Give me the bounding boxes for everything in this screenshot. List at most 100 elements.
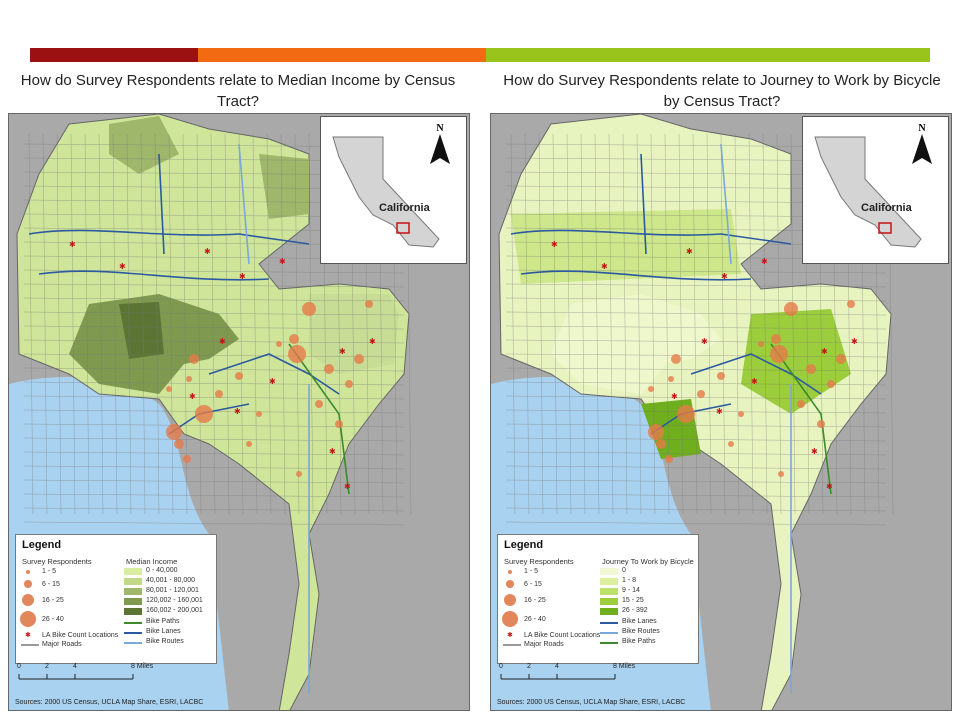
- legend-bike-count-marker: ✱: [507, 632, 513, 639]
- survey-respondent-circle: [289, 334, 299, 344]
- legend-line-swatch: [124, 642, 142, 644]
- legend-line-swatch: [124, 622, 142, 624]
- left-map-title: How do Survey Respondents relate to Medi…: [20, 72, 456, 110]
- scale-tick: 0: [17, 663, 21, 670]
- legend-value-swatch: [600, 568, 618, 575]
- survey-respondent-circle: [345, 380, 353, 388]
- scale-tick: 8 Miles: [131, 663, 154, 670]
- bike-count-marker: ✱: [234, 407, 241, 416]
- survey-respondent-circle: [806, 364, 816, 374]
- legend-title: Legend: [22, 539, 62, 551]
- legend-dot-3: [22, 594, 34, 606]
- respondent-points-layer: ✱ ✱ ✱ ✱ ✱ ✱ ✱ ✱ ✱ ✱ ✱ ✱ ✱: [551, 240, 858, 491]
- legend-line-label: Bike Lanes: [622, 618, 657, 625]
- north-label: N: [436, 123, 444, 134]
- survey-respondent-circle: [246, 441, 252, 447]
- bike-count-marker: ✱: [369, 337, 376, 346]
- survey-respondent-circle: [183, 455, 191, 463]
- legend-dot-4: [20, 611, 36, 627]
- survey-respondent-circle: [728, 441, 734, 447]
- legend-dot-2: [506, 580, 514, 588]
- legend-box: Legend Survey Respondents 1 - 5 6 - 15 1…: [15, 534, 217, 664]
- legend-line-label: Bike Routes: [146, 638, 184, 645]
- bike-count-marker: ✱: [721, 272, 728, 281]
- bike-count-marker: ✱: [751, 377, 758, 386]
- bike-count-marker: ✱: [601, 262, 608, 271]
- east-mid-tracts: [259, 154, 309, 219]
- bike-count-marker: ✱: [219, 337, 226, 346]
- survey-respondent-circle: [847, 300, 855, 308]
- legend-value-class: 160,002 - 200,001: [146, 607, 203, 614]
- bike-count-marker: ✱: [279, 257, 286, 266]
- bike-routes: [510, 143, 832, 694]
- survey-respondent-circle: [166, 386, 172, 392]
- bike-count-marker: ✱: [269, 377, 276, 386]
- survey-respondent-circle: [671, 354, 681, 364]
- survey-respondent-circle: [335, 420, 343, 428]
- legend-value-class: 9 - 14: [622, 587, 640, 594]
- survey-respondent-circle: [324, 364, 334, 374]
- legend-dot-2: [24, 580, 32, 588]
- survey-respondent-circle: [174, 439, 184, 449]
- bike-count-marker: ✱: [821, 347, 828, 356]
- survey-respondent-circle: [817, 420, 825, 428]
- bike-count-marker: ✱: [339, 347, 346, 356]
- legend-value-heading: Journey To Work by Bicycle: [602, 557, 694, 566]
- bike-count-marker: ✱: [671, 392, 678, 401]
- survey-respondent-circle: [738, 411, 744, 417]
- legend-respondent-class: 26 - 40: [524, 616, 546, 623]
- legend-line-swatch: [600, 632, 618, 634]
- bike-count-marker: ✱: [826, 482, 833, 491]
- survey-respondent-circle: [365, 300, 373, 308]
- right-map-title: How do Survey Respondents relate to Jour…: [503, 72, 941, 110]
- legend-value-class: 0 - 40,000: [146, 567, 178, 574]
- north-arrow-icon: [912, 134, 932, 164]
- hills-darkest-tracts: [119, 302, 164, 359]
- legend-box: Legend Survey Respondents 1 - 5 6 - 15 1…: [497, 534, 699, 664]
- california-inset-map: California N: [802, 116, 949, 264]
- legend-value-class: 26 - 392: [622, 607, 648, 614]
- legend-value-swatch: [600, 598, 618, 605]
- bike-count-marker: ✱: [119, 262, 126, 271]
- bike-count-marker: ✱: [551, 240, 558, 249]
- legend-line-label: Bike Lanes: [146, 628, 181, 635]
- survey-respondent-circle: [296, 471, 302, 477]
- survey-respondent-circle: [195, 405, 213, 423]
- legend-value-class: 15 - 25: [622, 597, 644, 604]
- bike-routes: [28, 143, 350, 694]
- legend-value-swatch: [124, 608, 142, 615]
- legend-value-swatch: [600, 608, 618, 615]
- legend-bike-count: LA Bike Count Locations: [42, 632, 119, 639]
- survey-respondent-circle: [770, 345, 788, 363]
- legend-value-class: 0: [622, 567, 626, 574]
- bike-count-marker: ✱: [811, 447, 818, 456]
- map-sources: Sources: 2000 US Census, UCLA Map Share,…: [15, 699, 204, 706]
- scale-bar: 0 2 4 8 Miles: [497, 663, 697, 697]
- legend-respondent-class: 1 - 5: [42, 568, 57, 575]
- bike-count-marker: ✱: [239, 272, 246, 281]
- legend-respondents-heading: Survey Respondents: [504, 557, 574, 566]
- legend-value-swatch: [600, 588, 618, 595]
- north-arrow: N: [430, 123, 450, 167]
- survey-respondent-circle: [354, 354, 364, 364]
- legend-line-swatch: [600, 622, 618, 624]
- header-bar-green: [486, 48, 930, 62]
- median-income-map: ✱ ✱ ✱ ✱ ✱ ✱ ✱ ✱ ✱ ✱ ✱ ✱ ✱ California N Legend Survey…: [8, 113, 470, 711]
- legend-line-label: Bike Paths: [146, 618, 180, 625]
- survey-respondent-circle: [758, 341, 764, 347]
- scale-tick: 2: [527, 663, 531, 670]
- legend-major-road-line: [503, 644, 521, 646]
- legend-line-label: Bike Routes: [622, 628, 660, 635]
- header-bar-orange: [198, 48, 486, 62]
- north-arrow: N: [912, 123, 932, 167]
- survey-respondent-circle: [668, 376, 674, 382]
- scale-tick: 2: [45, 663, 49, 670]
- legend-value-swatch: [124, 588, 142, 595]
- road-grid: [505, 133, 894, 526]
- survey-respondent-circle: [697, 390, 705, 398]
- legend-line-swatch: [600, 642, 618, 644]
- survey-respondent-circle: [784, 302, 798, 316]
- legend-dot-1: [26, 570, 30, 574]
- survey-respondent-circle: [656, 439, 666, 449]
- legend-value-class: 40,001 - 80,000: [146, 577, 196, 584]
